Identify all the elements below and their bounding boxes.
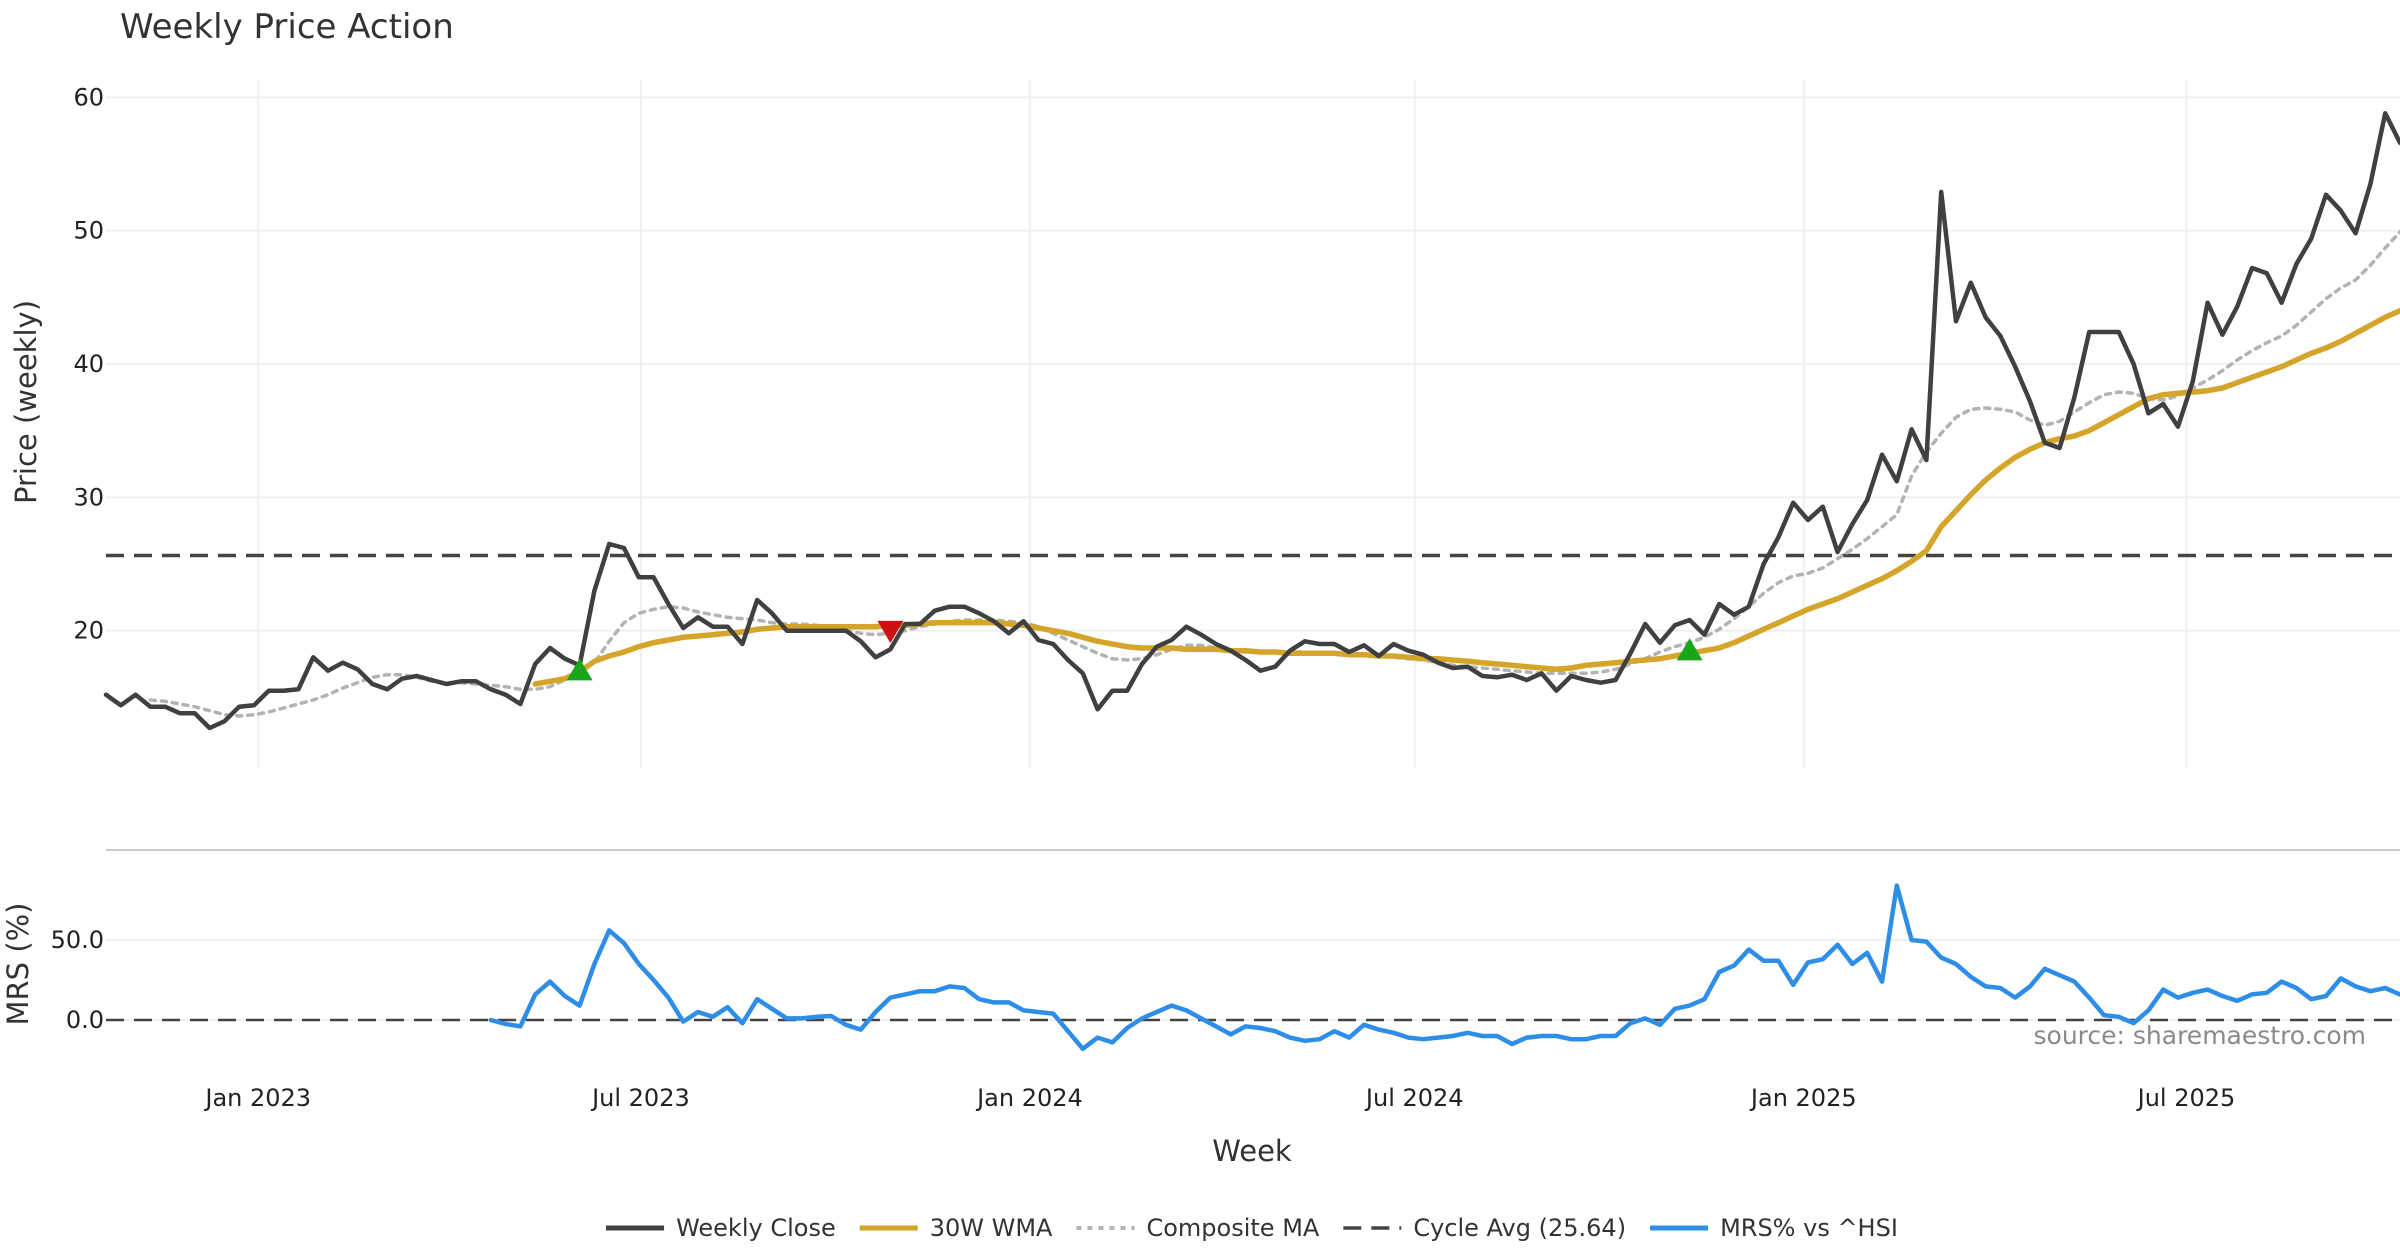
legend-label: MRS% vs ^HSI [1720, 1214, 1898, 1242]
x-tick-label: Jul 2024 [1364, 1084, 1464, 1112]
chart-legend: Weekly Close 30W WMA Composite MA Cycle Avg… [606, 1214, 1898, 1242]
mrs-y-ticks: 0.0 50.0 [51, 926, 104, 1034]
wma-30w-line [532, 307, 2400, 687]
mrs-y-axis-title: MRS (%) [1, 903, 35, 1026]
buy-signal-marker [566, 658, 593, 681]
mrs-series [106, 883, 2400, 1052]
legend-label: Cycle Avg (25.64) [1413, 1214, 1626, 1242]
mrs-panel: 0.0 50.0 MRS (%) source: sharemaestro.com [1, 883, 2400, 1052]
mrs-gridlines [106, 939, 2400, 1021]
x-tick-label: Jul 2025 [2136, 1084, 2236, 1112]
mrs-line [488, 883, 2400, 1052]
sell-signal-marker [877, 620, 904, 644]
chart-title: Weekly Price Action [120, 7, 454, 47]
price-y-tick-label: 30 [73, 483, 104, 511]
price-y-axis-title: Price (weekly) [9, 300, 43, 504]
price-y-tick-label: 50 [73, 217, 104, 245]
weekly-close-line [103, 111, 2400, 731]
x-tick-label: Jan 2024 [975, 1084, 1083, 1112]
mrs-y-tick-label: 50.0 [51, 926, 104, 954]
legend-label: 30W WMA [930, 1214, 1053, 1242]
composite-ma-line [148, 229, 2400, 718]
buy-signal-marker [1676, 638, 1703, 661]
x-axis-ticks: Jan 2023 Jul 2023 Jan 2024 Jul 2024 Jan 2025… [203, 1084, 2235, 1112]
legend-label: Composite MA [1146, 1214, 1319, 1242]
x-tick-label: Jan 2025 [1749, 1084, 1857, 1112]
x-tick-label: Jul 2023 [590, 1084, 690, 1112]
price-y-ticks: 20 30 40 50 60 [73, 83, 104, 644]
price-series [103, 111, 2400, 731]
price-y-tick-label: 60 [73, 83, 104, 111]
mrs-y-tick-label: 0.0 [66, 1006, 104, 1034]
x-tick-label: Jan 2023 [203, 1084, 311, 1112]
price-panel: 20 30 40 50 60 Price (weekly) [9, 80, 2400, 768]
x-axis-title: Week [1212, 1134, 1292, 1168]
source-annotation: source: sharemaestro.com [2034, 1021, 2367, 1050]
price-y-tick-label: 40 [73, 350, 104, 378]
price-gridlines [106, 80, 2400, 768]
legend-label: Weekly Close [676, 1214, 836, 1242]
price-y-tick-label: 20 [73, 617, 104, 645]
signal-markers [566, 620, 1703, 681]
